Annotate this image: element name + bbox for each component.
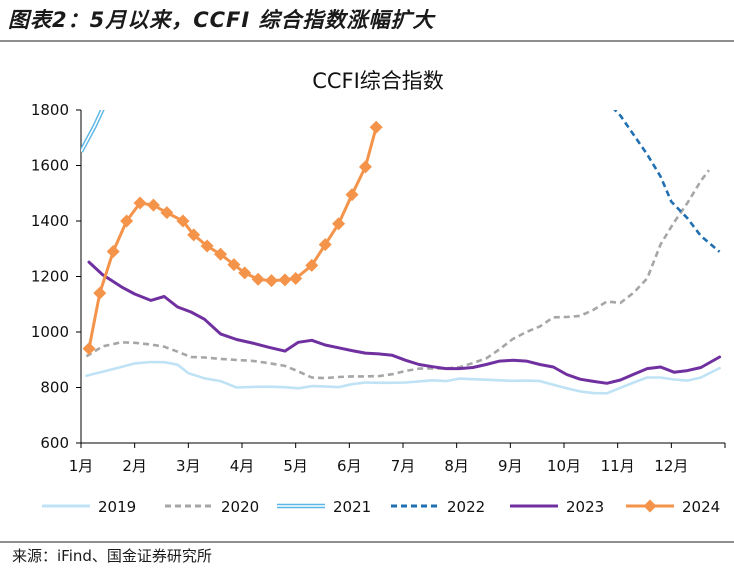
data-point-2024 [318, 238, 332, 252]
series-2024 [87, 125, 378, 351]
legend-marker [643, 499, 657, 513]
y-tick-label: 1200 [31, 268, 69, 286]
x-tick-label: 6月 [337, 457, 362, 475]
series-2021 [81, 110, 105, 153]
footer-divider [0, 541, 734, 543]
x-tick-label: 10月 [547, 457, 581, 475]
y-tick-label: 1400 [31, 212, 69, 230]
y-tick-label: 800 [40, 379, 69, 397]
data-point-2024 [146, 198, 160, 212]
data-point-2024 [369, 120, 383, 134]
data-point-2024 [187, 228, 201, 242]
x-tick-label: 3月 [176, 457, 201, 475]
y-tick-label: 1000 [31, 323, 69, 341]
legend-label: 2023 [566, 498, 604, 516]
data-point-2024 [227, 258, 241, 272]
chart-legend: 2019 2020 2021 2022 2023 2024 [42, 498, 720, 516]
legend-label: 2024 [682, 498, 720, 516]
data-point-2024 [120, 214, 134, 228]
series-line-2022 [613, 110, 721, 253]
data-point-2024 [93, 286, 107, 300]
data-point-2024 [345, 188, 359, 202]
series-layer [81, 110, 722, 395]
series-line-2020 [85, 169, 710, 380]
data-point-2024 [265, 274, 279, 288]
x-tick-label: 1月 [69, 457, 94, 475]
legend-item-2019: 2019 [42, 498, 136, 516]
data-point-2024 [238, 266, 252, 280]
data-point-2024 [289, 271, 303, 285]
data-point-2024 [160, 206, 174, 220]
legend-label: 2020 [221, 498, 259, 516]
chart-title: CCFI综合指数 [312, 69, 444, 93]
legend-label: 2021 [333, 498, 371, 516]
series-line-2024 [87, 125, 378, 351]
data-point-2024 [305, 258, 319, 272]
x-tick-label: 9月 [498, 457, 523, 475]
ccfi-line-chart: CCFI综合指数 600 800 1000 1200 1400 1600 1800 1月 2月 3… [31, 69, 726, 516]
data-point-2024 [278, 273, 292, 287]
data-point-2024 [358, 160, 372, 174]
chart-axes: 600 800 1000 1200 1400 1600 1800 1月 2月 3月 4月 5月 6月 7月… [31, 101, 726, 475]
data-point-2024 [133, 196, 147, 210]
figure-title: 图表2：5月以来，CCFI 综合指数涨幅扩大 [8, 8, 435, 32]
x-tick-label: 2月 [122, 457, 147, 475]
series-line-2019 [85, 360, 721, 395]
legend-label: 2019 [98, 498, 136, 516]
data-point-2024 [332, 217, 346, 231]
series-line-2023 [87, 260, 722, 385]
legend-item-2023: 2023 [510, 498, 604, 516]
x-tick-label: 12月 [654, 457, 688, 475]
source-note: 来源：iFind、国金证券研究所 [12, 547, 212, 565]
series-line-inner-2021 [81, 110, 104, 152]
data-point-2024 [106, 245, 120, 259]
data-point-2024 [251, 272, 265, 286]
series-2019 [85, 360, 721, 395]
data-point-2024 [200, 239, 214, 253]
x-tick-label: 8月 [444, 457, 469, 475]
data-point-2024 [82, 342, 96, 356]
x-tick-label: 11月 [601, 457, 635, 475]
series-2022 [613, 110, 721, 253]
series-2023 [87, 260, 722, 385]
series-2020 [85, 169, 710, 380]
x-tick-label: 5月 [283, 457, 308, 475]
y-tick-label: 1800 [31, 101, 69, 119]
y-tick-label: 1600 [31, 157, 69, 175]
legend-item-2022: 2022 [391, 498, 485, 516]
data-point-2024 [214, 247, 228, 261]
y-tick-label: 600 [40, 434, 69, 452]
data-point-2024 [176, 214, 190, 228]
title-divider [0, 40, 734, 42]
legend-item-2020: 2020 [165, 498, 259, 516]
legend-item-2024: 2024 [626, 498, 720, 516]
legend-label: 2022 [447, 498, 485, 516]
x-tick-label: 4月 [230, 457, 255, 475]
x-tick-label: 7月 [391, 457, 416, 475]
legend-item-2021: 2021 [277, 498, 371, 516]
